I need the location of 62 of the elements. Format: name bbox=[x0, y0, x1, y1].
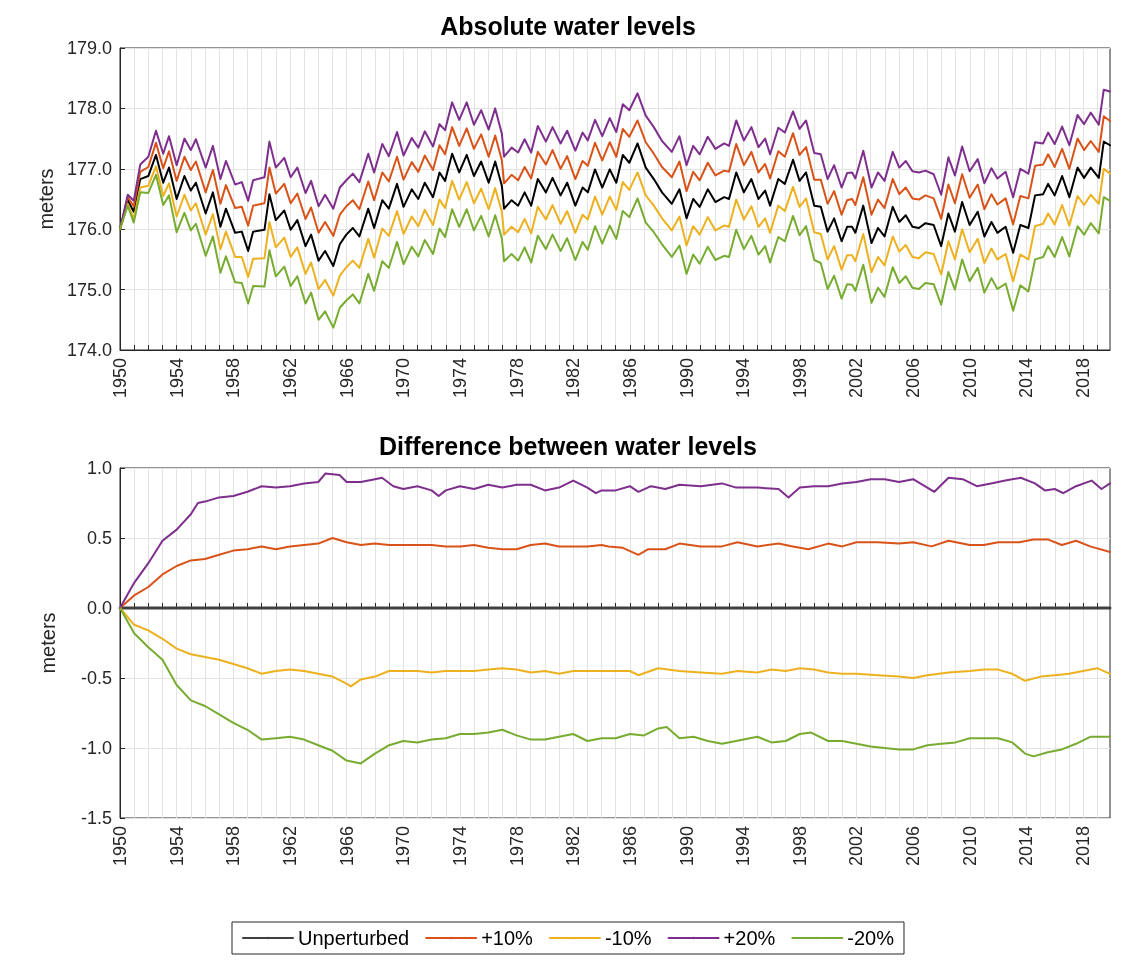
x-tick-label: 1962 bbox=[279, 826, 300, 867]
x-tick-label: 2018 bbox=[1073, 826, 1094, 867]
x-tick-label: 1990 bbox=[676, 358, 697, 399]
x-tick-label: 1966 bbox=[336, 358, 357, 399]
y-tick-label: 179.0 bbox=[66, 38, 112, 58]
line-series bbox=[119, 607, 1111, 765]
x-tick-label: 1990 bbox=[676, 826, 697, 867]
x-tick-label: 2002 bbox=[846, 826, 867, 867]
y-tick-label: 174.0 bbox=[66, 340, 112, 360]
x-tick-label: 1982 bbox=[563, 358, 584, 399]
x-tick-label: 1998 bbox=[789, 358, 810, 399]
x-tick-label: 1994 bbox=[733, 826, 754, 867]
line-series bbox=[119, 607, 1111, 688]
x-tick-label: 1986 bbox=[619, 358, 640, 399]
legend-label: -20% bbox=[847, 927, 895, 949]
x-tick-label: 2010 bbox=[959, 358, 980, 399]
y-tick-label: -1.5 bbox=[80, 808, 112, 828]
x-tick-label: 2018 bbox=[1073, 358, 1094, 399]
x-tick-label: 2006 bbox=[903, 358, 924, 399]
y-tick-label: 0.5 bbox=[86, 528, 112, 548]
x-tick-label: 2002 bbox=[846, 358, 867, 399]
x-tick-label: 2014 bbox=[1016, 358, 1037, 399]
chart-title: Difference between water levels bbox=[379, 431, 757, 460]
x-tick-label: 1982 bbox=[563, 826, 584, 867]
x-tick-label: 1974 bbox=[449, 826, 470, 867]
x-tick-label: 1994 bbox=[733, 358, 754, 399]
y-tick-label: 175.0 bbox=[66, 279, 112, 300]
chart-title: Absolute water levels bbox=[440, 11, 696, 40]
x-tick-label: 2010 bbox=[959, 826, 980, 867]
x-tick-label: 1970 bbox=[393, 358, 414, 399]
y-tick-label: 178.0 bbox=[66, 98, 112, 119]
line-series bbox=[119, 537, 1111, 609]
y-tick-label: 1.0 bbox=[86, 458, 112, 478]
x-tick-label: 1950 bbox=[110, 826, 130, 867]
legend-label: Unperturbed bbox=[298, 927, 410, 949]
x-tick-label: 1978 bbox=[506, 358, 527, 399]
x-tick-label: 2014 bbox=[1016, 826, 1037, 867]
x-tick-label: 1966 bbox=[336, 826, 357, 867]
legend-label: -10% bbox=[604, 927, 652, 949]
line-series bbox=[119, 173, 1111, 329]
legend-label: +20% bbox=[723, 927, 776, 949]
x-tick-label: 1954 bbox=[166, 358, 187, 399]
x-tick-label: 1954 bbox=[166, 826, 187, 867]
x-tick-label: 1986 bbox=[619, 826, 640, 867]
legend-label: +10% bbox=[481, 927, 534, 949]
y-tick-label: 177.0 bbox=[66, 158, 112, 179]
y-tick-label: -0.5 bbox=[80, 668, 112, 688]
x-tick-label: 1962 bbox=[279, 358, 300, 399]
line-series bbox=[119, 472, 1111, 609]
x-tick-label: 2006 bbox=[903, 826, 924, 867]
y-tick-label: 176.0 bbox=[66, 219, 112, 240]
y-axis-title: meters bbox=[37, 612, 59, 674]
x-tick-label: 1950 bbox=[110, 358, 130, 399]
x-tick-label: 1970 bbox=[393, 826, 414, 867]
x-tick-label: 1958 bbox=[223, 826, 244, 867]
y-tick-label: -1.0 bbox=[80, 738, 112, 758]
y-axis-title: meters bbox=[35, 168, 58, 230]
y-tick-label: 0.0 bbox=[86, 598, 112, 618]
x-tick-label: 1974 bbox=[449, 358, 470, 399]
x-tick-label: 1998 bbox=[789, 826, 810, 867]
x-tick-label: 1958 bbox=[223, 358, 244, 399]
x-tick-label: 1978 bbox=[506, 826, 527, 867]
